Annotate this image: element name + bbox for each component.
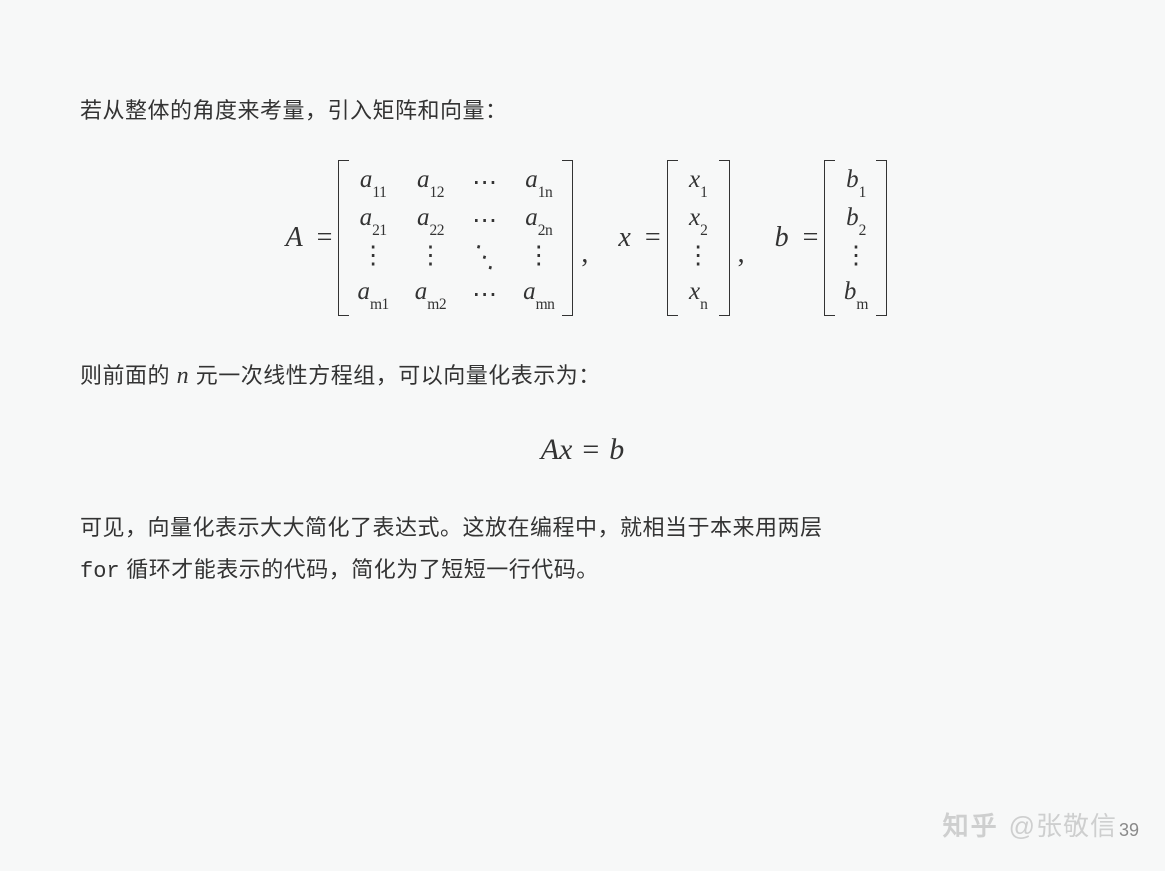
matrix-cell: xn [689,278,707,310]
text-line2: 循环才能表示的代码，简化为了短短一行代码。 [120,557,599,582]
symbol-x: x [610,222,638,254]
watermark-author: @张敬信 [1009,806,1117,843]
matrix-cell: ⋯ [472,279,497,309]
matrix-cell: ⋮ [526,242,551,272]
matrix-cell: x1 [689,166,707,198]
document-page: 若从整体的角度来考量，引入矩阵和向量： A = a11 a12 ⋯ a1n a21 a22… [0,0,1165,593]
matrix-cell: x2 [689,204,707,236]
comma: , [730,238,767,270]
matrix-cell: b2 [846,204,866,236]
code-for: for [80,559,120,584]
matrix-cell: ⋮ [843,242,868,272]
vector-b: b1 b2 ⋮ bm [824,160,887,316]
matrix-cell: amn [523,278,554,310]
zhihu-logo: 知乎 [943,806,999,843]
matrix-cell: a21 [360,204,387,236]
matrix-cell: ⋱ [472,242,497,272]
matrix-cell: b1 [846,166,866,198]
paragraph-conclusion: 可见，向量化表示大大简化了表达式。这放在编程中，就相当于本来用两层 for 循环… [80,507,1085,593]
equals-sign: = [797,222,825,254]
matrix-cell: bm [844,278,868,310]
matrix-A: a11 a12 ⋯ a1n a21 a22 ⋯ a2n ⋮ ⋮ ⋱ ⋮ am1 am2 ⋯ amn [338,160,573,316]
symbol-A: A [541,433,559,467]
matrix-cell: ⋯ [472,205,497,235]
matrix-cell: am1 [357,278,388,310]
symbol-A: A [278,222,311,254]
matrix-cell: am2 [415,278,446,310]
paragraph-intro: 若从整体的角度来考量，引入矩阵和向量： [80,90,1085,132]
equals-sign: = [311,222,339,254]
equals-sign: = [639,222,667,254]
text-prefix: 则前面的 [80,363,177,388]
watermark: 知乎 @张敬信 [943,806,1117,843]
matrix-cell: a1n [525,166,552,198]
matrix-cell: a11 [360,166,386,198]
text-suffix: 元一次线性方程组，可以向量化表示为： [189,363,601,388]
matrix-cell: ⋮ [686,242,711,272]
matrix-cell: ⋯ [472,167,497,197]
matrix-cell: ⋮ [361,242,386,272]
symbol-b: b [767,222,797,254]
equation-matrix-definitions: A = a11 a12 ⋯ a1n a21 a22 ⋯ a2n ⋮ ⋮ ⋱ ⋮ am1 am2 ⋯ amn ,… [80,160,1085,316]
var-n: n [177,363,190,389]
symbol-b: b [609,433,624,467]
page-number: 39 [1119,820,1139,841]
equals-sign: = [572,433,609,467]
symbol-x: x [559,433,572,467]
comma: , [573,238,610,270]
matrix-cell: a2n [525,204,552,236]
text-line1: 可见，向量化表示大大简化了表达式。这放在编程中，就相当于本来用两层 [80,515,823,540]
equation-axb: Ax = b [80,433,1085,467]
paragraph-then: 则前面的 n 元一次线性方程组，可以向量化表示为： [80,354,1085,400]
matrix-cell: a22 [417,204,444,236]
vector-x: x1 x2 ⋮ xn [667,160,730,316]
matrix-cell: ⋮ [418,242,443,272]
matrix-cell: a12 [417,166,444,198]
